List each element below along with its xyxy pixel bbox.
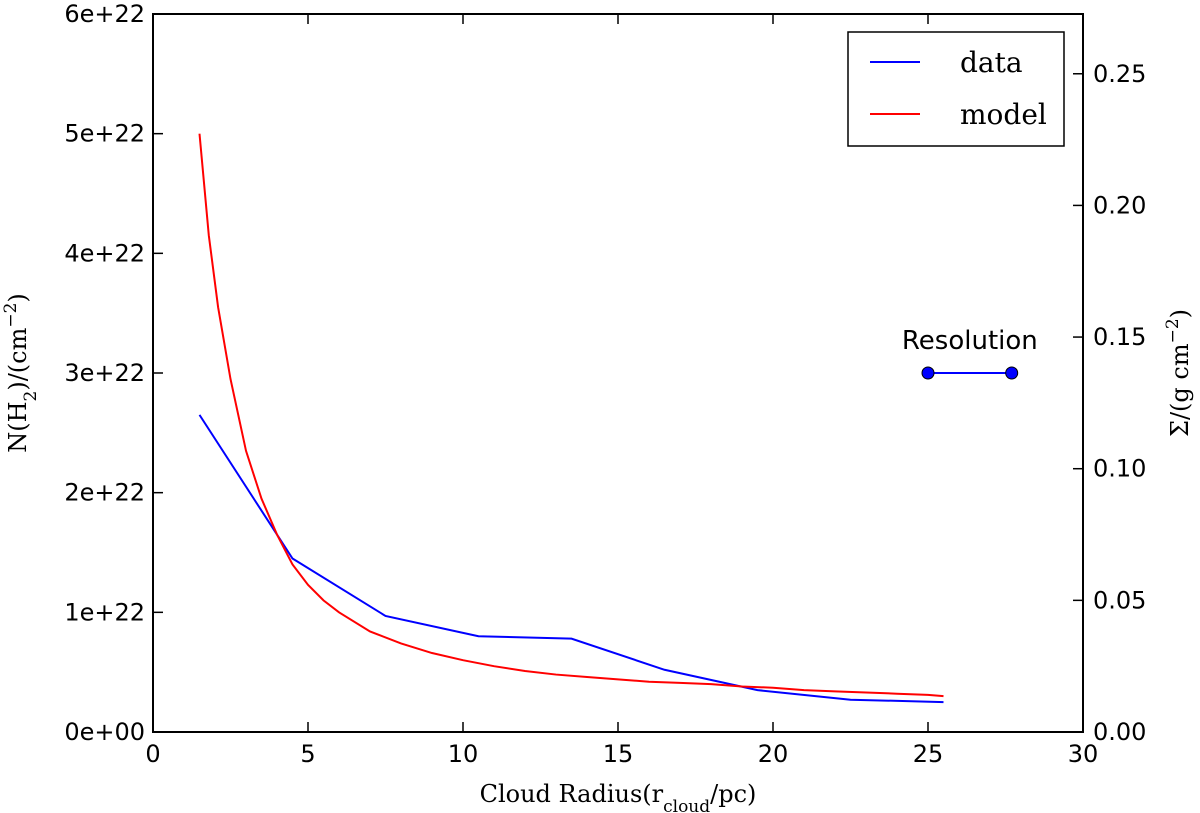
resolution-endpoint	[921, 366, 935, 380]
x-axis-label: Cloud Radius(rcloud/pc)	[480, 780, 757, 813]
x-tick-label: 30	[1068, 740, 1099, 768]
x-axis-ticks: 0 5 10 15 20 25 30	[145, 14, 1098, 768]
x-tick-label: 25	[913, 740, 944, 768]
x-tick-label: 5	[300, 740, 315, 768]
y-axis-label-part: 2	[21, 391, 41, 402]
x-axis-label-part: /pc)	[710, 780, 756, 808]
series-line-data	[198, 414, 944, 704]
y-axis-label-part: N(H	[4, 401, 32, 452]
y-axis-label-part: )/(cm	[4, 327, 32, 390]
legend-label-data: data	[960, 46, 1023, 79]
y-axis-label-part: )	[4, 293, 32, 302]
plot-frame	[152, 13, 1084, 733]
series-lines	[198, 133, 944, 704]
y2-tick-label: 0.10	[1093, 455, 1146, 483]
y2-axis-label: Σ/(g cm−2)	[1163, 309, 1194, 437]
y2-tick-label: 0.20	[1093, 191, 1146, 219]
y-tick-label: 1e+22	[64, 598, 145, 626]
legend-label-model: model	[960, 98, 1047, 131]
legend: data model	[847, 31, 1065, 147]
y2-tick-label: 0.00	[1093, 718, 1146, 746]
x-tick-label: 10	[448, 740, 479, 768]
x-tick-label: 20	[758, 740, 789, 768]
y2-tick-label: 0.05	[1093, 586, 1146, 614]
y-tick-label: 6e+22	[64, 0, 145, 28]
resolution-label: Resolution	[902, 326, 1038, 356]
y2-tick-label: 0.25	[1093, 60, 1146, 88]
resolution-annotation: Resolution	[902, 326, 1038, 380]
x-tick-label: 15	[603, 740, 634, 768]
y2-tick-label: 0.15	[1093, 323, 1146, 351]
y-tick-label: 0e+00	[64, 718, 145, 746]
x-tick-label: 0	[145, 740, 160, 768]
y2-axis-label-part: )	[1166, 309, 1194, 318]
y2-axis-ticks: 0.00 0.05 0.10 0.15 0.20 0.25	[1073, 60, 1146, 746]
y-axis-ticks: 0e+00 1e+22 2e+22 3e+22 4e+22 5e+22 6e+22	[64, 0, 163, 746]
y-tick-label: 3e+22	[64, 359, 145, 387]
y-axis-label: N(H2)/(cm−2)	[1, 293, 41, 453]
y-tick-label: 2e+22	[64, 479, 145, 507]
y2-axis-label-part: Σ/(g cm	[1166, 343, 1194, 437]
resolution-endpoint	[1005, 366, 1019, 380]
x-axis-label-part: Cloud Radius(r	[480, 780, 664, 808]
y-tick-label: 5e+22	[64, 120, 145, 148]
y-axis-label-part: −2	[1, 303, 21, 328]
x-axis-label-part: cloud	[663, 797, 710, 813]
y-tick-label: 4e+22	[64, 239, 145, 267]
y2-axis-label-part: −2	[1163, 318, 1183, 343]
legend-box	[847, 31, 1065, 147]
series-line-model	[198, 133, 944, 698]
